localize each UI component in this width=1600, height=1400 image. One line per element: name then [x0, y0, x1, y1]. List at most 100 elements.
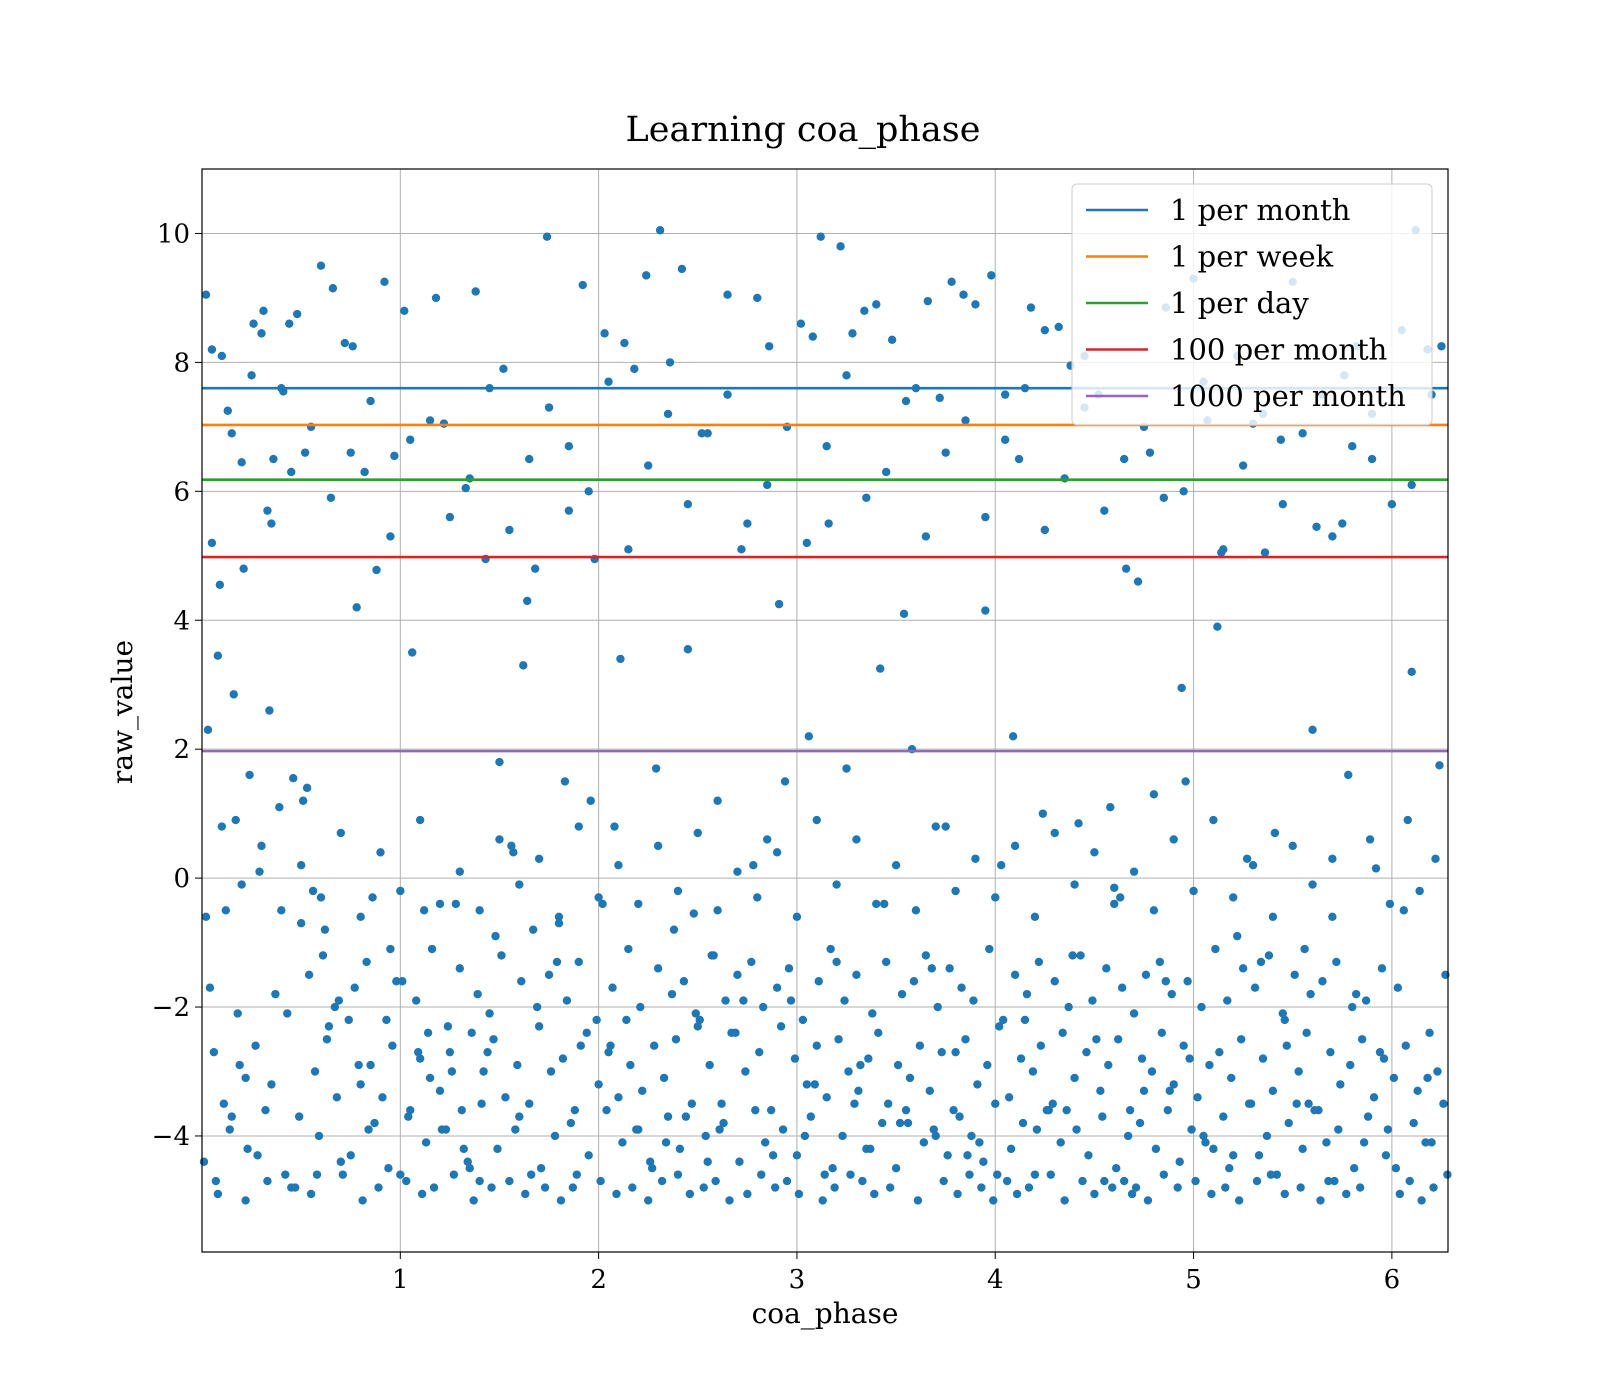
scatter-point: [1349, 1163, 1359, 1173]
scatter-point: [878, 1118, 887, 1128]
plot-frame: [201, 168, 1449, 1253]
scatter-point: [1403, 815, 1412, 825]
scatter-point: [1177, 683, 1186, 693]
scatter-point: [1278, 1009, 1288, 1018]
scatter-point: [1298, 429, 1307, 438]
scatter-point: [465, 1163, 474, 1173]
scatter-point: [979, 1157, 988, 1166]
scatter-point: [663, 409, 673, 419]
scatter-point: [618, 1138, 627, 1147]
scatter-point: [1024, 1183, 1034, 1192]
scatter-point: [489, 1035, 498, 1044]
scatter-point: [608, 983, 617, 992]
scatter-point: [364, 1125, 373, 1134]
scatter-point: [768, 1151, 778, 1160]
scatter-point: [1179, 487, 1188, 496]
scatter-point: [1090, 1189, 1099, 1199]
scatter-point: [505, 525, 514, 535]
scatter-point: [306, 1189, 316, 1199]
scatter-point: [1407, 480, 1416, 490]
scatter-point: [806, 1112, 816, 1121]
scatter-point: [792, 1151, 802, 1160]
scatter-point: [298, 796, 308, 805]
y-tick-label: 2: [173, 735, 190, 765]
scatter-point: [891, 1163, 901, 1173]
scatter-point: [493, 1144, 502, 1154]
scatter-point: [562, 996, 572, 1005]
scatter-point: [592, 1015, 601, 1025]
scatter-point: [628, 1183, 637, 1192]
scatter-point: [1260, 548, 1270, 557]
scatter-point: [1149, 790, 1159, 799]
scatter-point: [840, 996, 849, 1005]
scatter-point: [554, 912, 564, 921]
scatter-point: [1308, 725, 1317, 735]
scatter-point: [255, 867, 264, 876]
scatter-point: [727, 1028, 736, 1038]
scatter-point: [1106, 802, 1115, 812]
scatter-point: [774, 599, 784, 609]
scatter-point: [681, 1112, 691, 1121]
scatter-point: [564, 506, 574, 515]
scatter-point: [1225, 1163, 1234, 1173]
scatter-point: [350, 983, 359, 992]
scatter-point: [515, 880, 524, 889]
scatter-point: [1417, 1196, 1426, 1205]
scatter-point: [1159, 1170, 1169, 1179]
scatter-point: [1100, 506, 1109, 515]
scatter-point: [1040, 525, 1050, 535]
scatter-point: [824, 519, 833, 528]
scatter-point: [780, 777, 790, 786]
scatter-point: [497, 951, 506, 960]
scatter-point: [725, 1196, 734, 1205]
scatter-point: [1238, 461, 1248, 470]
scatter-point: [519, 661, 528, 670]
scatter-point: [749, 861, 758, 870]
scatter-point: [1330, 1176, 1339, 1186]
scatter-point: [838, 1131, 847, 1141]
scatter-point: [881, 467, 891, 477]
scatter-point: [1312, 522, 1321, 531]
scatter-point: [1161, 977, 1171, 986]
scatter-point: [1272, 1170, 1282, 1179]
scatter-point: [360, 467, 369, 477]
scatter-point: [626, 1060, 635, 1070]
scatter-point: [802, 1080, 812, 1089]
scatter-point: [1028, 1067, 1038, 1076]
scatter-point: [826, 944, 835, 954]
scatter-point: [1012, 1189, 1022, 1199]
scatter-point: [1139, 1086, 1149, 1096]
scatter-point: [1193, 1093, 1202, 1102]
x-axis: 1 2 3 4 5 6: [392, 1252, 1400, 1295]
scatter-point: [868, 1009, 877, 1018]
scatter-point: [271, 989, 280, 999]
y-tick-label: 10: [157, 219, 190, 249]
scatter-point: [1300, 944, 1309, 954]
scatter-point: [782, 1176, 792, 1186]
scatter-point: [661, 1138, 671, 1147]
scatter-point: [445, 512, 455, 522]
scatter-point: [544, 970, 554, 980]
scatter-point: [786, 996, 796, 1005]
scatter-point: [909, 977, 919, 986]
scatter-point: [277, 906, 286, 915]
scatter-point: [1423, 1073, 1432, 1083]
scatter-point: [981, 606, 990, 615]
scatter-point: [762, 480, 772, 490]
scatter-point: [289, 773, 298, 783]
scatter-point: [887, 335, 897, 345]
scatter-point: [638, 1086, 647, 1096]
scatter-point: [667, 989, 677, 999]
grid: [202, 169, 1448, 1252]
scatter-point: [951, 1047, 960, 1057]
y-tick-label: 0: [173, 864, 190, 894]
scatter-point: [1050, 828, 1059, 838]
scatter-point: [1264, 951, 1274, 960]
scatter-point: [649, 1041, 659, 1050]
scatter-point: [296, 919, 306, 928]
scatter-point: [1234, 1196, 1244, 1205]
scatter-point: [610, 822, 619, 831]
x-tick-label: 6: [1384, 1265, 1401, 1295]
scatter-point: [1371, 864, 1381, 873]
scatter-point: [1439, 1099, 1448, 1108]
